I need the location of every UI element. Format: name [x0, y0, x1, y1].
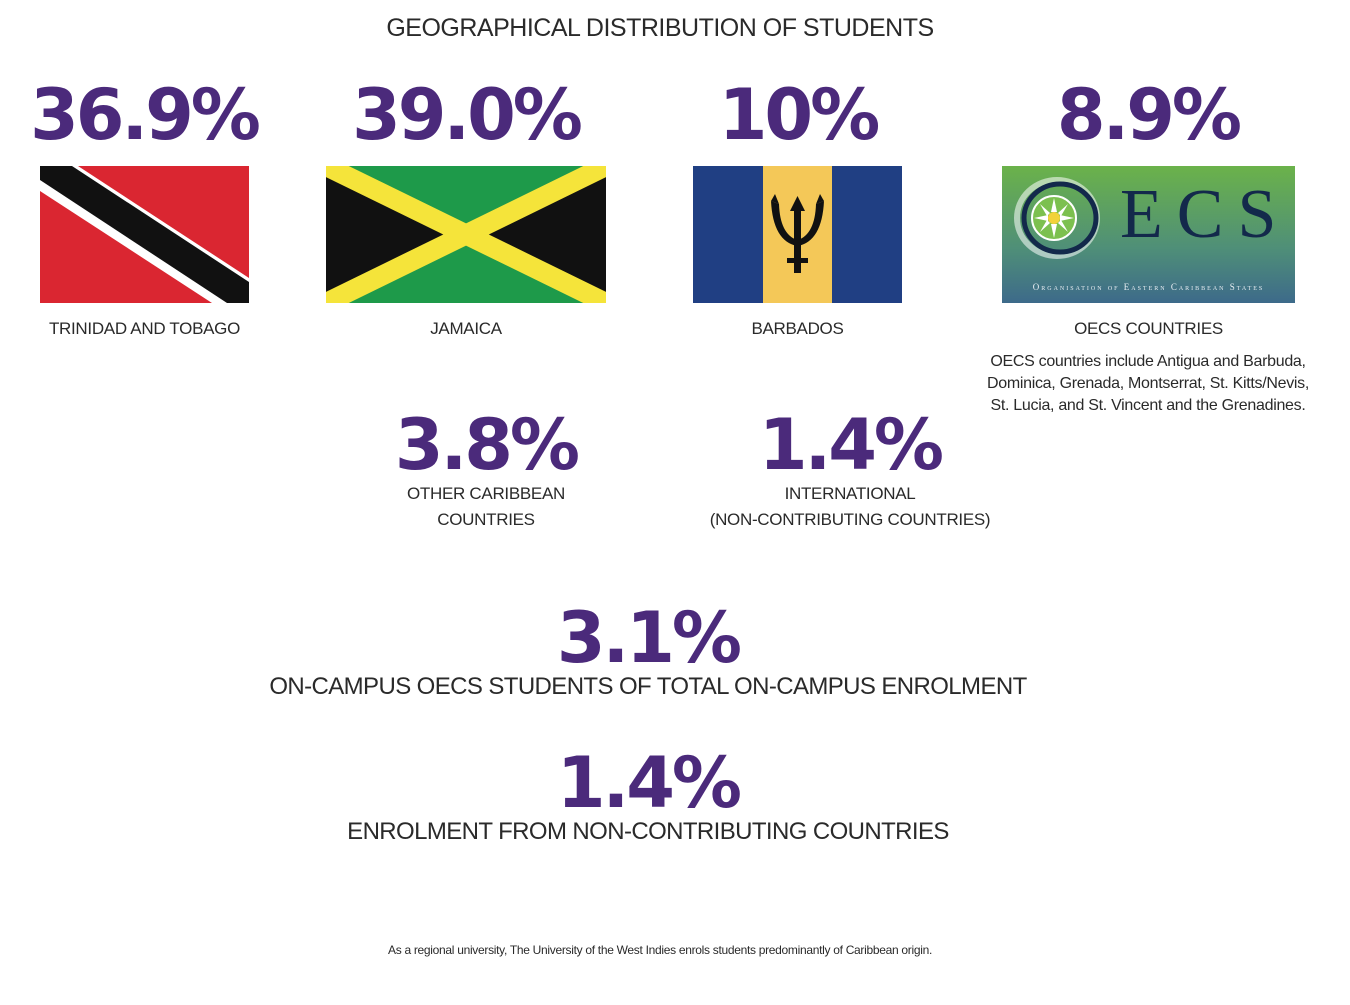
trinidad-and-tobago-flag-icon [40, 166, 249, 303]
oecs-logo-icon: ECS Organisation of Eastern Caribbean St… [1002, 166, 1295, 303]
label-non-contributing: ENROLMENT FROM NON-CONTRIBUTING COUNTRIE… [347, 818, 949, 845]
oecs-logo-text: ECS [1120, 176, 1291, 253]
percent-other-caribbean: 3.8% [394, 404, 580, 486]
label-jamaica: JAMAICA [430, 319, 502, 338]
oecs-note-line: OECS countries include Antigua and Barbu… [990, 353, 1306, 370]
barbados-flag-icon [693, 166, 902, 303]
label-line: COUNTRIES [437, 510, 535, 529]
label-on-campus-oecs: ON-CAMPUS OECS STUDENTS OF TOTAL ON-CAMP… [269, 673, 1027, 700]
percent-international: 1.4% [758, 404, 944, 486]
oecs-note-line: Dominica, Grenada, Montserrat, St. Kitts… [986, 375, 1310, 392]
jamaica-flag-icon [326, 166, 606, 303]
percent-jamaica: 39.0% [352, 74, 583, 156]
page-title: GEOGRAPHICAL DISTRIBUTION OF STUDENTS [386, 14, 934, 42]
label-line: INTERNATIONAL [784, 484, 916, 503]
label-international: INTERNATIONAL (NON-CONTRIBUTING COUNTRIE… [690, 481, 1010, 533]
label-line: OTHER CARIBBEAN [407, 484, 565, 503]
percent-on-campus-oecs: 3.1% [556, 597, 742, 679]
label-oecs: OECS COUNTRIES [1074, 319, 1223, 338]
label-barbados: BARBADOS [751, 319, 844, 338]
percent-trinidad: 36.9% [30, 74, 261, 156]
label-other-caribbean: OTHER CARIBBEAN COUNTRIES [346, 481, 626, 533]
footnote: As a regional university, The University… [388, 943, 932, 957]
oecs-note: OECS countries include Antigua and Barbu… [968, 351, 1328, 417]
percent-oecs: 8.9% [1056, 74, 1242, 156]
percent-non-contributing: 1.4% [556, 742, 742, 824]
label-trinidad: TRINIDAD AND TOBAGO [48, 319, 241, 338]
oecs-note-line: St. Lucia, and St. Vincent and the Grena… [990, 397, 1306, 414]
percent-barbados: 10% [718, 74, 881, 156]
oecs-logo-subtext: Organisation of Eastern Caribbean States [1032, 282, 1265, 292]
label-line: (NON-CONTRIBUTING COUNTRIES) [709, 510, 991, 529]
